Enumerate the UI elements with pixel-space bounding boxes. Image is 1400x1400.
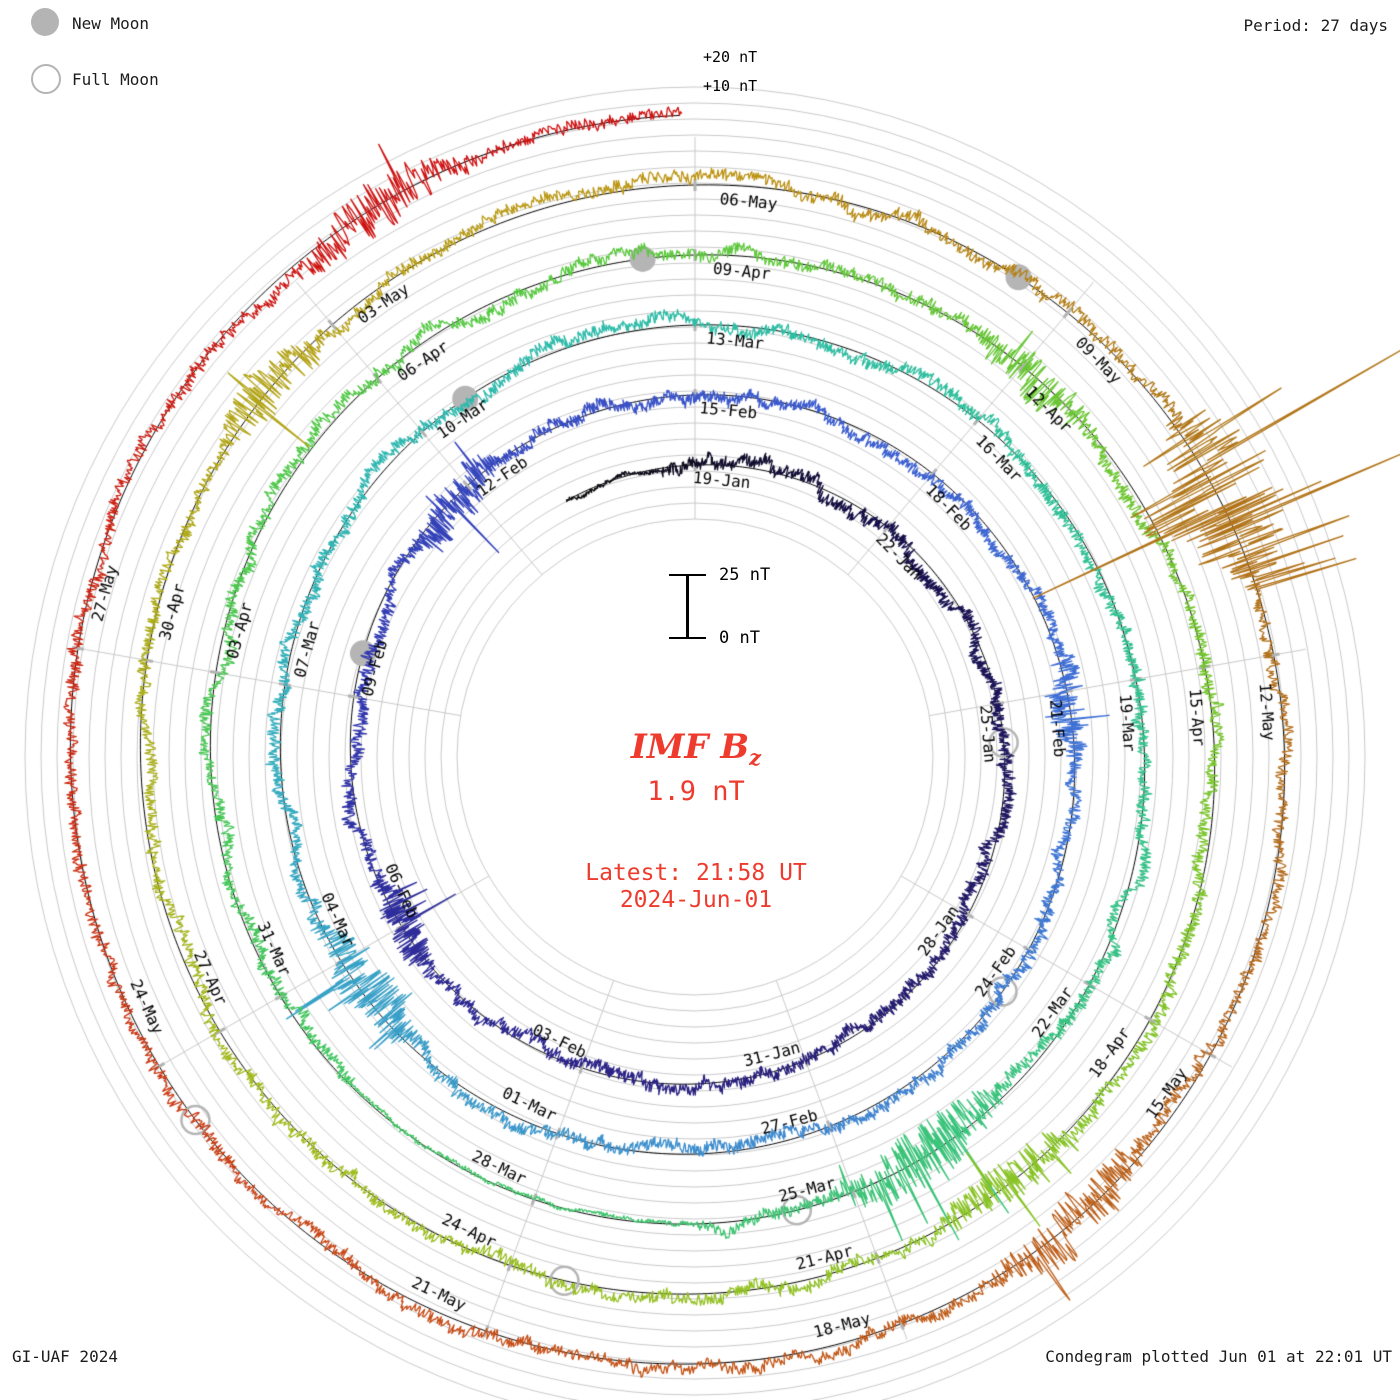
current-value: 1.9 nT <box>647 776 745 807</box>
center-annotation: IMF Bz 1.9 nT <box>0 727 1392 807</box>
scale-bar-bottom-cap <box>669 637 706 639</box>
plus20-label: +20 nT <box>703 48 758 66</box>
new-moon-icon <box>31 8 59 36</box>
plus10-label: +10 nT <box>703 77 758 95</box>
scale-bar <box>686 575 689 639</box>
quantity-title: IMF Bz <box>630 727 762 770</box>
new-moon-label: New Moon <box>72 14 150 33</box>
latest-annotation: Latest: 21:58 UT 2024-Jun-01 <box>0 860 1392 914</box>
period-label: Period: 27 days <box>1243 16 1389 35</box>
quantity-subscript: z <box>749 745 762 770</box>
full-moon-icon <box>31 64 61 94</box>
scale-top-label: 25 nT <box>719 565 771 585</box>
scale-bar-top-cap <box>669 574 706 576</box>
full-moon-label: Full Moon <box>72 70 159 89</box>
scale-bottom-label: 0 nT <box>719 628 760 648</box>
latest-time: Latest: 21:58 UT <box>585 860 807 886</box>
latest-date: 2024-Jun-01 <box>619 887 773 913</box>
plotted-label: Condegram plotted Jun 01 at 22:01 UT <box>1045 1347 1392 1366</box>
credit-label: GI-UAF 2024 <box>12 1347 118 1366</box>
